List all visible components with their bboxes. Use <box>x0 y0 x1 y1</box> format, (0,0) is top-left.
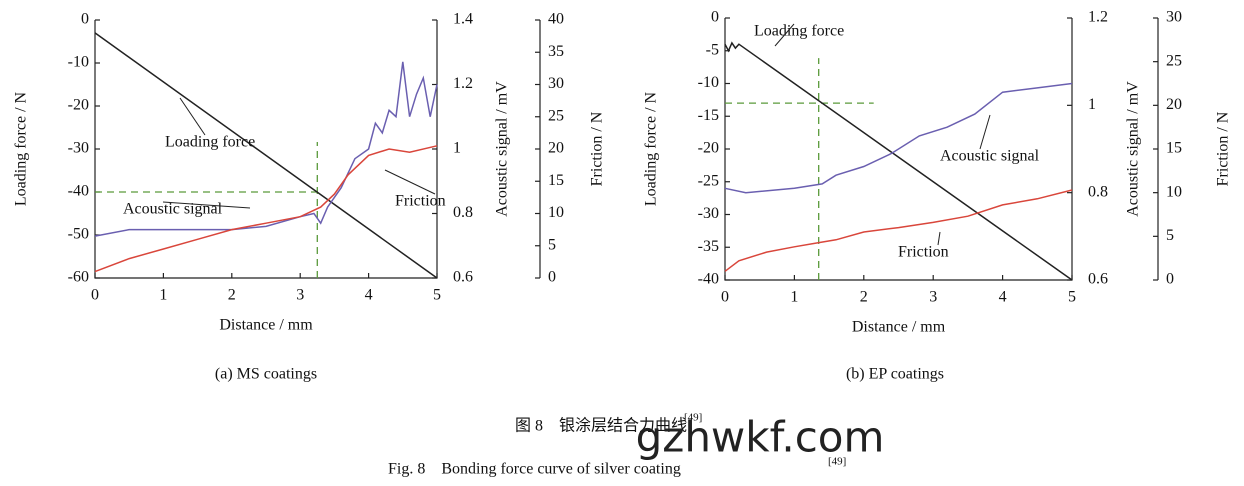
y3-tick-label: 10 <box>1166 183 1182 200</box>
series-line <box>94 145 438 273</box>
y-tick-label: -30 <box>68 140 89 157</box>
series-label: Loading force <box>754 23 844 40</box>
y-tick-label: 0 <box>711 9 719 26</box>
x-tick-label: 4 <box>999 289 1007 306</box>
y2-tick-label: 1 <box>1088 96 1096 113</box>
y3-tick-label: 40 <box>548 11 564 28</box>
y-tick-label: -25 <box>698 172 719 189</box>
y3-tick-label: 5 <box>1166 227 1174 244</box>
caption-zh: 图 8 银涂层结合力曲线 <box>515 417 687 435</box>
y-tick-label: -5 <box>706 41 719 58</box>
y-tick-label: -30 <box>698 205 719 222</box>
x-tick-label: 3 <box>929 289 937 306</box>
y-axis-label: Acoustic signal / mV <box>1125 81 1142 217</box>
y3-tick-label: 5 <box>548 236 556 253</box>
y3-tick-label: 30 <box>548 75 564 92</box>
y-tick-label: -50 <box>68 226 89 243</box>
y2-tick-label: 1.4 <box>453 11 473 28</box>
label-pointer <box>979 114 991 150</box>
y-tick-label: -10 <box>698 74 719 91</box>
y3-tick-label: 20 <box>548 140 564 157</box>
label-pointer <box>774 23 795 47</box>
y3-tick-label: 0 <box>1166 271 1174 288</box>
y-axis-label: Acoustic signal / mV <box>494 81 511 217</box>
x-tick-label: 1 <box>790 289 798 306</box>
y2-tick-label: 0.8 <box>453 204 473 221</box>
series-line <box>724 82 1073 194</box>
axes-frame <box>94 20 438 279</box>
y3-tick-label: 20 <box>1166 96 1182 113</box>
y-tick-label: -15 <box>698 107 719 124</box>
subtitle: (b) EP coatings <box>846 366 944 383</box>
label-pointer <box>179 97 206 136</box>
y2-tick-label: 0.8 <box>1088 183 1108 200</box>
y3-tick-label: 10 <box>548 204 564 221</box>
y3-tick-label: 35 <box>548 43 564 60</box>
y-tick-label: 0 <box>81 11 89 28</box>
y3-tick-label: 0 <box>548 269 556 286</box>
series-line <box>724 189 1073 272</box>
series-label: Acoustic signal <box>940 148 1040 165</box>
x-tick-label: 5 <box>433 287 441 304</box>
series-line <box>724 41 1073 281</box>
y2-tick-label: 1.2 <box>1088 9 1108 26</box>
y3-tick-label: 30 <box>1166 9 1182 26</box>
y3-tick-label: 25 <box>548 107 564 124</box>
y-axis-label: Friction / N <box>589 111 606 186</box>
series-label: Friction <box>898 244 949 261</box>
caption-en: Fig. 8 Bonding force curve of silver coa… <box>388 461 681 478</box>
caption-ref: [49] <box>684 412 702 424</box>
x-tick-label: 4 <box>365 287 373 304</box>
y-tick-label: -10 <box>68 54 89 71</box>
label-pointer <box>937 231 941 246</box>
y-tick-label: -60 <box>68 269 89 286</box>
caption-ref: [49] <box>828 456 846 468</box>
x-axis-label: Distance / mm <box>852 319 946 336</box>
series-line <box>94 32 438 279</box>
x-tick-label: 1 <box>159 287 167 304</box>
y-axis-label: Friction / N <box>1215 111 1232 186</box>
x-tick-label: 0 <box>721 289 729 306</box>
series-label: Acoustic signal <box>123 201 223 218</box>
y2-tick-label: 0.6 <box>1088 271 1108 288</box>
y2-tick-label: 1 <box>453 140 461 157</box>
x-axis-label: Distance / mm <box>219 317 313 334</box>
x-tick-label: 2 <box>228 287 236 304</box>
series-label: Friction <box>395 193 446 210</box>
y3-tick-label: 15 <box>548 172 564 189</box>
x-tick-label: 0 <box>91 287 99 304</box>
y-tick-label: -40 <box>68 183 89 200</box>
y-tick-label: -40 <box>698 271 719 288</box>
y-tick-label: -20 <box>698 140 719 157</box>
y3-tick-label: 15 <box>1166 140 1182 157</box>
x-tick-label: 3 <box>296 287 304 304</box>
y3-tick-label: 25 <box>1166 52 1182 69</box>
x-tick-label: 5 <box>1068 289 1076 306</box>
y-axis-label: Loading force / N <box>13 91 30 206</box>
x-tick-label: 2 <box>860 289 868 306</box>
label-pointer <box>162 201 251 209</box>
series-line <box>94 61 438 237</box>
series-label: Loading force <box>165 134 255 151</box>
label-pointer <box>384 169 436 195</box>
y-axis-label: Loading force / N <box>643 91 660 206</box>
y-tick-label: -20 <box>68 97 89 114</box>
y2-tick-label: 0.6 <box>453 269 473 286</box>
y2-tick-label: 1.2 <box>453 75 473 92</box>
watermark: gzhwkf.com <box>636 413 885 462</box>
subtitle: (a) MS coatings <box>215 366 317 383</box>
y-tick-label: -35 <box>698 238 719 255</box>
